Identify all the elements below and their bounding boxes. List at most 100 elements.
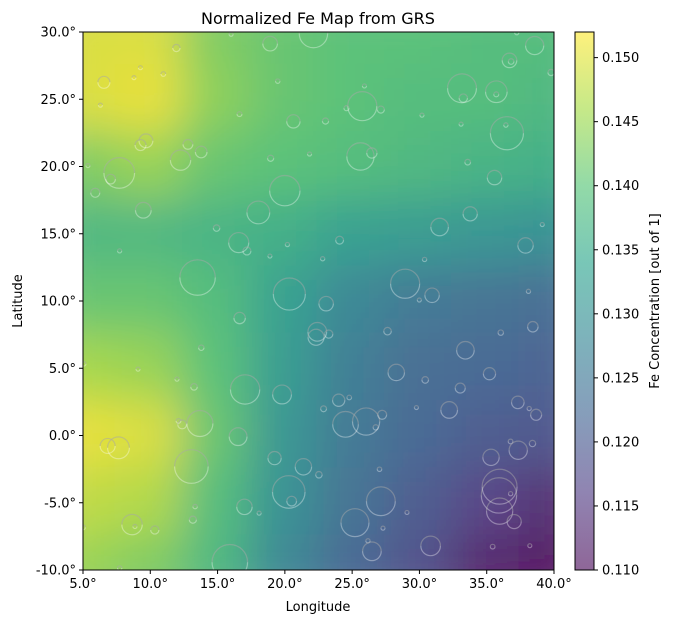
heatmap-cell [114, 63, 186, 135]
crater-shadow [482, 367, 497, 374]
crater-shadow [306, 151, 313, 155]
crater [321, 117, 330, 125]
y-tick-label: 30.0° [41, 26, 76, 41]
crater-shadow [484, 80, 508, 92]
crater [454, 382, 466, 394]
crater [274, 78, 281, 84]
crater-shadow [286, 495, 298, 502]
crater [482, 448, 500, 467]
crater-shadow [507, 438, 514, 442]
crater [135, 366, 141, 372]
heatmap-cell [451, 534, 523, 570]
crater [458, 121, 464, 127]
colorbar-tick-label: 0.115 [602, 499, 639, 514]
colorbar-label: Fe Concentration [out of 1] [648, 213, 663, 389]
crater-shadow [97, 75, 111, 83]
x-tick-label: 20.0° [267, 577, 302, 592]
crater [331, 393, 346, 407]
crater [319, 256, 326, 262]
x-tick-label: 35.0° [469, 577, 504, 592]
crater [272, 277, 306, 311]
crater-shadow [197, 344, 205, 348]
heatmap-cell [518, 332, 554, 404]
crater [456, 340, 475, 360]
crater-shadow [228, 232, 250, 243]
y-tick-label: 15.0° [41, 227, 76, 242]
crater [526, 405, 532, 412]
crater [267, 253, 273, 259]
crater [464, 158, 472, 166]
crater-shadow [233, 311, 246, 319]
crater [320, 405, 328, 413]
heatmap-cell [316, 130, 388, 203]
crater-shadow [547, 68, 554, 73]
map-plot [83, 32, 554, 570]
crater-shadow [246, 200, 271, 213]
crater-shadow [446, 73, 478, 89]
heatmap-cell [383, 534, 456, 570]
heatmap-cell [518, 265, 554, 337]
heatmap-cell [383, 198, 456, 270]
crater-shadow [346, 142, 375, 157]
heatmap-cell [383, 32, 456, 68]
crater [365, 486, 396, 517]
crater [177, 419, 188, 430]
crater [174, 376, 180, 382]
heatmap-cell [181, 265, 254, 337]
crater [376, 466, 383, 473]
crater [493, 91, 500, 98]
crater-shadow [190, 383, 198, 387]
crater-shadow [383, 326, 392, 332]
crater [97, 102, 104, 108]
crater-shadow [420, 535, 442, 546]
crater [266, 154, 275, 162]
crater [228, 231, 250, 254]
x-tick-label: 25.0° [334, 577, 369, 592]
crater-shadow [169, 149, 192, 161]
heatmap-cell [383, 63, 456, 135]
crater [246, 200, 271, 225]
crater [389, 268, 421, 299]
crater [507, 58, 515, 65]
crater-shadow [236, 111, 243, 115]
heatmap-cell [518, 534, 554, 570]
crater [525, 288, 532, 295]
crater [169, 149, 192, 171]
y-axis-label: Latitude [11, 274, 26, 328]
crater-shadow [186, 409, 214, 424]
heatmap-cell [518, 130, 554, 203]
heatmap-cell [383, 265, 456, 337]
heatmap-cell [249, 32, 321, 68]
x-tick-label: 40.0° [536, 577, 571, 592]
heatmap-cell [383, 399, 456, 472]
crater-shadow [481, 468, 518, 487]
heatmap-cell [383, 130, 456, 203]
crater [286, 495, 298, 507]
crater-shadow [335, 235, 345, 241]
heatmap-cell [316, 332, 388, 404]
crater-shadow [421, 376, 430, 381]
crater-shadow [262, 35, 279, 44]
heatmap-cell [518, 63, 554, 135]
crater [506, 513, 522, 530]
crater [307, 321, 328, 342]
crater-shadow [320, 405, 328, 409]
crater-shadow [324, 329, 334, 335]
crater-shadow [526, 320, 539, 327]
crater [306, 151, 313, 157]
crater-shadow [331, 393, 346, 401]
crater-shadow [228, 427, 248, 437]
crater-shadow [528, 439, 537, 444]
x-tick-label: 30.0° [402, 577, 437, 592]
heatmap-cell [316, 32, 388, 68]
crater-shadow [340, 508, 370, 523]
crater-shadow [480, 477, 518, 496]
colorbar-tick-label: 0.145 [602, 115, 639, 130]
crater [228, 427, 248, 447]
crater-shadow [106, 436, 130, 448]
heatmap-cell [83, 467, 119, 539]
crater-shadow [172, 43, 181, 49]
crater-shadow [464, 158, 472, 163]
crater [482, 367, 497, 381]
heatmap-cell [316, 63, 388, 135]
